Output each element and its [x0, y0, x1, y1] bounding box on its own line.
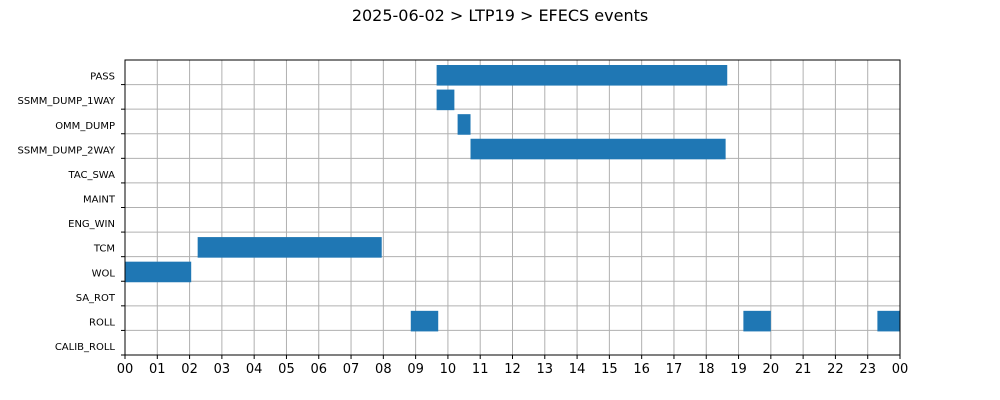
y-tick-label: CALIB_ROLL [55, 342, 116, 353]
x-tick-label: 11 [472, 362, 489, 377]
event-bar [470, 138, 726, 160]
x-tick-label: 07 [343, 362, 360, 377]
x-tick-label: 01 [149, 362, 166, 377]
x-tick-label: 15 [601, 362, 618, 377]
grid-layer [125, 60, 900, 355]
x-tick-label: 20 [763, 362, 780, 377]
x-tick-label: 04 [246, 362, 263, 377]
y-tick-label: WOL [92, 268, 116, 279]
x-tick-label: 08 [375, 362, 392, 377]
event-bar [436, 89, 455, 111]
x-tick-label: 21 [795, 362, 812, 377]
x-tick-label: 22 [827, 362, 844, 377]
event-bar [877, 310, 900, 332]
x-tick-label: 12 [504, 362, 521, 377]
y-tick-label: TAC_SWA [67, 170, 115, 181]
y-tick-label: MAINT [83, 195, 116, 206]
event-bar [125, 261, 192, 283]
x-tick-label: 16 [633, 362, 650, 377]
x-tick-label: 13 [537, 362, 554, 377]
event-bar [436, 65, 728, 86]
event-bar [197, 237, 382, 258]
x-tick-label: 09 [407, 362, 424, 377]
x-tick-label: 14 [569, 362, 586, 377]
event-bar [457, 114, 471, 135]
y-tick-label: TCM [93, 244, 115, 255]
y-tick-label: ROLL [89, 317, 115, 328]
x-tick-label: 17 [666, 362, 683, 377]
x-tick-label: 05 [278, 362, 295, 377]
y-tick-label: SA_ROT [76, 293, 116, 304]
x-tick-label: 02 [181, 362, 198, 377]
y-tick-label: OMM_DUMP [55, 121, 115, 132]
y-tick-label: SSMM_DUMP_1WAY [17, 96, 115, 107]
x-tick-label: 10 [440, 362, 457, 377]
x-tick-label: 00 [892, 362, 909, 377]
x-tick-label: 06 [310, 362, 327, 377]
event-bar [410, 310, 439, 332]
x-tick-label: 19 [730, 362, 747, 377]
y-tick-label: SSMM_DUMP_2WAY [17, 145, 115, 156]
x-tick-label: 03 [214, 362, 231, 377]
chart-title: 2025-06-02 > LTP19 > EFECS events [351, 6, 649, 25]
x-tick-label: 00 [117, 362, 134, 377]
y-tick-label: ENG_WIN [68, 219, 115, 230]
x-tick-label: 23 [859, 362, 876, 377]
event-bar [743, 310, 771, 332]
tick-layer: 00 01 02 03 04 05 06 07 08 09 10 11 12 13 14 15 16 17 18 19… [17, 72, 908, 377]
y-tick-label: PASS [90, 72, 115, 83]
bar-layer [125, 65, 900, 332]
x-tick-label: 18 [698, 362, 715, 377]
